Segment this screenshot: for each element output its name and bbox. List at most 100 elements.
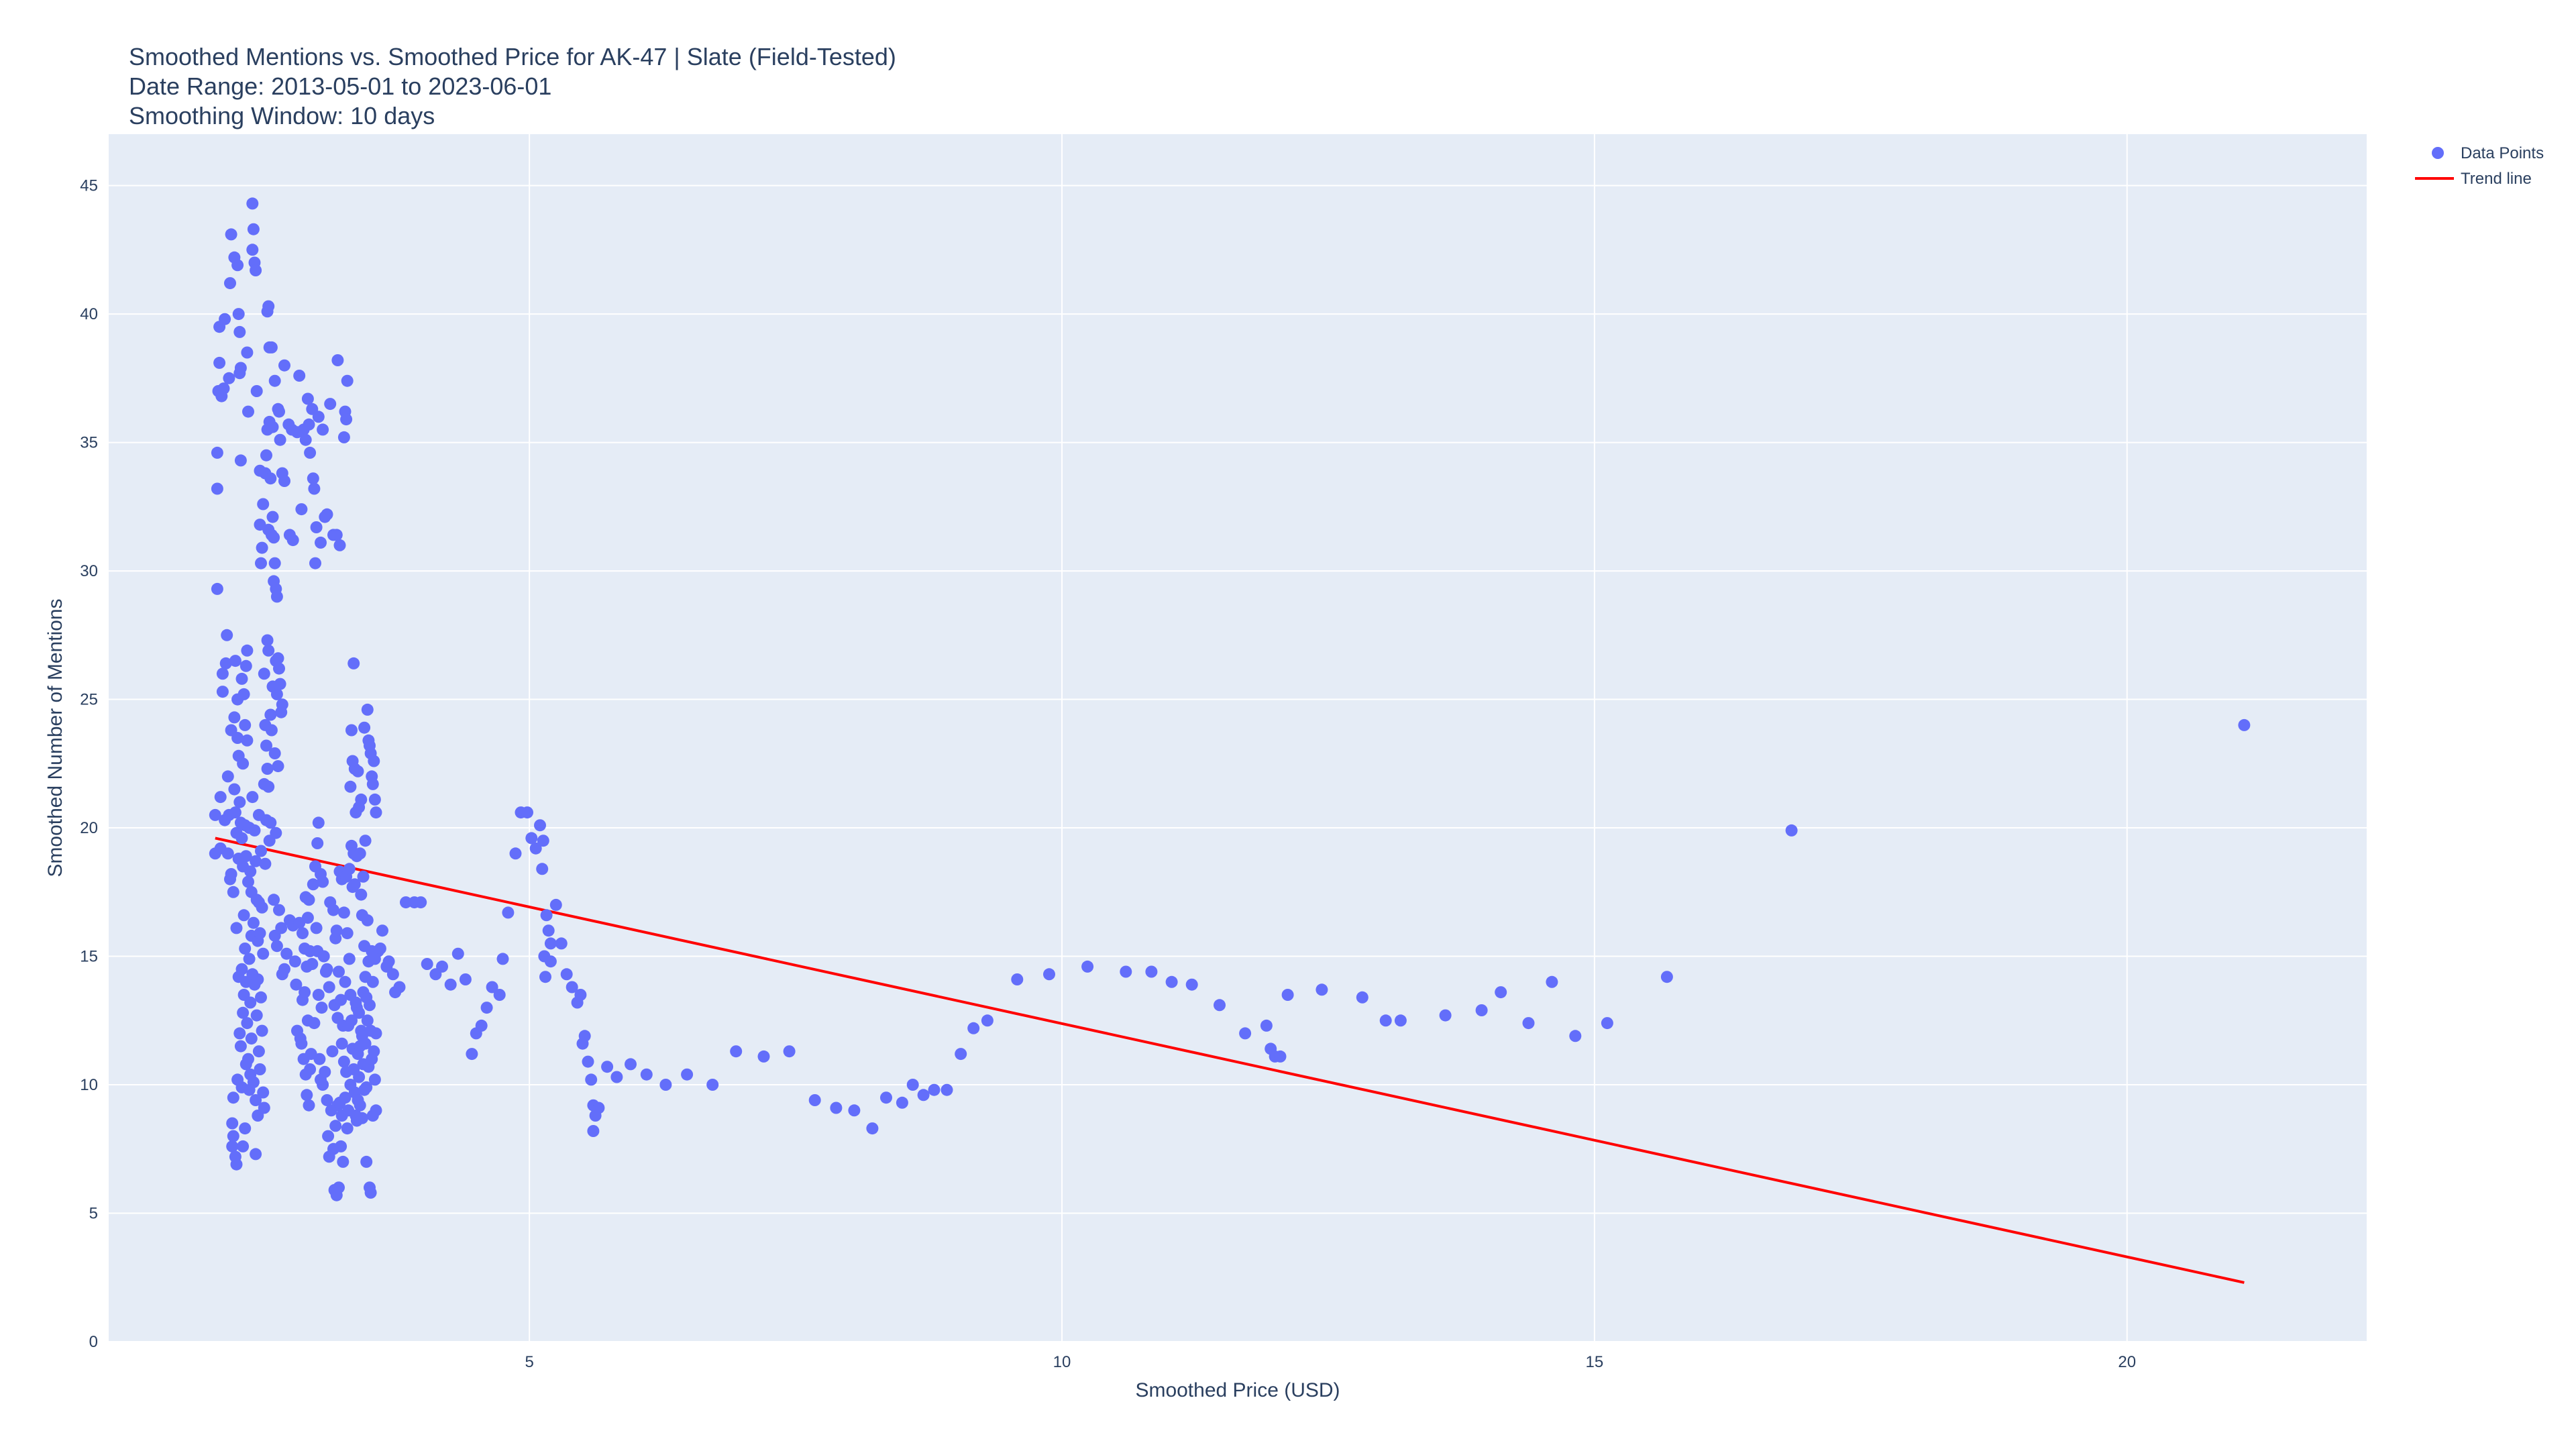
data-point [368,1073,381,1086]
data-point [254,1063,266,1075]
data-point [303,418,315,431]
data-point [601,1061,614,1073]
y-tick-label: 25 [80,691,98,709]
legend[interactable]: Data Points Trend line [2415,144,2544,188]
data-point [610,1071,623,1083]
data-point [250,1094,262,1106]
data-point [321,1094,333,1106]
y-tick-label: 20 [80,819,98,837]
legend-item-trend-line[interactable]: Trend line [2415,170,2532,188]
data-point [343,863,356,875]
data-point [955,1048,967,1061]
y-tick-label: 15 [80,948,98,966]
data-point [319,1065,331,1078]
data-point [335,1140,347,1152]
data-point [237,909,250,922]
y-tick-label: 10 [80,1076,98,1094]
y-axis-label: Smoothed Number of Mentions [44,598,66,877]
data-point [312,411,325,423]
data-point [278,963,290,975]
x-tick-label: 20 [2118,1353,2136,1371]
data-point [250,855,262,867]
y-tick-label: 40 [80,305,98,323]
data-point [310,521,323,533]
legend-item-data-points[interactable]: Data Points [2432,144,2544,162]
chart-subtitle-date-range: Date Range: 2013-05-01 to 2023-06-01 [129,72,551,100]
data-point [262,300,275,313]
data-point [247,1076,260,1089]
data-point [496,953,509,965]
data-point [706,1079,719,1091]
data-point [313,1053,326,1065]
data-point [539,971,551,983]
data-point [252,1045,265,1058]
data-point [370,806,382,819]
trend-layer [215,837,2245,1284]
data-point [299,433,312,446]
data-point [356,1112,368,1124]
data-point [223,372,235,384]
data-point [243,953,256,965]
data-point [327,904,339,916]
data-point [354,847,366,860]
data-point [224,277,236,290]
data-point [830,1102,843,1114]
data-point [341,374,354,387]
data-point [2238,718,2251,731]
data-point [341,1122,354,1135]
data-point [273,904,285,916]
data-point [1145,965,1158,978]
data-point [226,1117,239,1130]
data-point [337,906,350,919]
data-point [256,541,268,554]
data-point [261,763,274,775]
data-point [250,1009,263,1022]
data-point [307,472,319,485]
data-point [549,898,562,911]
data-point [235,832,248,845]
data-point [280,947,293,960]
data-point [376,924,388,937]
data-point [525,832,538,845]
data-point [246,197,259,210]
data-point [301,912,314,924]
data-point [308,482,321,495]
data-point [333,965,345,978]
data-point [216,667,229,680]
data-point [221,629,233,641]
data-point [1214,999,1226,1012]
data-point [295,1037,308,1050]
data-point [214,791,227,804]
data-point [275,922,288,934]
y-tick-label: 5 [89,1205,98,1223]
data-point [941,1083,953,1096]
data-point [225,228,237,241]
y-tick-label: 45 [80,177,98,195]
data-point [266,421,279,433]
data-point [917,1089,930,1102]
data-point [254,927,266,940]
data-point [246,791,259,804]
data-point [257,947,270,960]
data-point [368,793,381,806]
data-point [219,313,231,325]
data-point [230,1158,243,1171]
data-point [353,1006,366,1019]
data-point [1316,983,1328,996]
data-point [234,1040,247,1053]
data-point [370,1104,382,1117]
data-point [264,816,277,829]
data-point [340,413,353,426]
data-point [260,449,272,462]
data-point [262,644,275,657]
data-point [278,359,290,372]
data-point [258,1102,270,1114]
data-point [529,842,542,855]
data-point [555,937,568,950]
data-point [361,703,374,716]
data-point [493,989,506,1001]
data-point [308,1017,321,1030]
data-point [339,1091,352,1104]
data-point [301,1089,313,1102]
data-point [536,863,549,875]
